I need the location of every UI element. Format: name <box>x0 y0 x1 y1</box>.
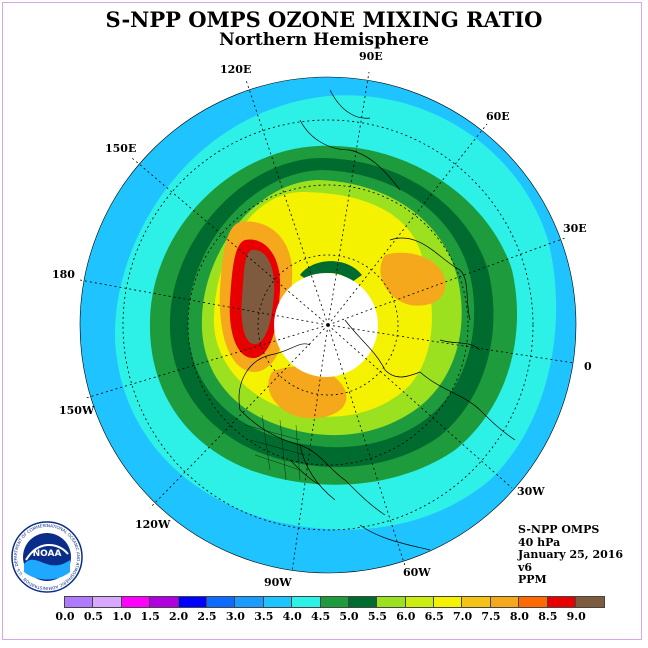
colorbar-tick-label: 7.5 <box>481 610 501 623</box>
colorbar-tick-label: 1.0 <box>112 610 132 623</box>
colorbar-tick-label: 3.0 <box>225 610 245 623</box>
colorbar-swatch <box>320 597 349 607</box>
lon-label-0: 0 <box>584 360 592 373</box>
lon-label-30e: 30E <box>563 222 587 235</box>
plot-frame <box>2 2 642 640</box>
colorbar-swatch <box>93 597 122 607</box>
colorbar-swatch <box>576 597 605 607</box>
colorbar-tick-label: 0.5 <box>83 610 103 623</box>
colorbar-swatch <box>462 597 491 607</box>
colorbar-swatch <box>206 597 236 607</box>
lon-label-120e: 120E <box>220 63 251 76</box>
coastlines <box>238 89 516 551</box>
noaa-logo: NOAA NATIONAL OCEANIC AND ATMOSPHERIC AD… <box>10 520 83 593</box>
colorbar-swatch <box>519 597 548 607</box>
ozone-band-orange-north <box>380 252 446 306</box>
lon-label-180: 180 <box>52 268 75 281</box>
lon-label-150w: 150W <box>59 404 95 417</box>
colorbar-swatch <box>263 597 293 607</box>
colorbar-tick-label: 5.0 <box>339 610 359 623</box>
colorbar-tick-label: 0.0 <box>55 610 75 623</box>
colorbar-swatch <box>405 597 435 607</box>
lon-label-150e: 150E <box>105 142 136 155</box>
colorbar-tick-label: 7.0 <box>453 610 473 623</box>
colorbar-swatch <box>178 597 207 607</box>
colorbar-tick-label: 8.5 <box>538 610 558 623</box>
colorbar-tick-label: 4.5 <box>311 610 331 623</box>
colorbar-tick-label: 8.0 <box>509 610 529 623</box>
colorbar-tick-label: 1.5 <box>140 610 160 623</box>
colorbar-tick-label: 6.5 <box>424 610 444 623</box>
ozone-band-brown <box>241 249 275 345</box>
longitude-labels: 90E 60E 30E 0 30W 60W 90W 120W 150W 180 … <box>52 50 592 589</box>
colorbar-tick-label: 3.5 <box>254 610 274 623</box>
colorbar-tick-label: 9.0 <box>566 610 586 623</box>
colorbar-swatch <box>547 597 577 607</box>
lon-label-90e: 90E <box>359 50 383 63</box>
map-title: S-NPP OMPS OZONE MIXING RATIO <box>105 7 543 32</box>
info-version: v6 <box>518 560 533 574</box>
colorbar-tick-label: 2.0 <box>169 610 189 623</box>
info-instrument: S-NPP OMPS <box>518 523 600 536</box>
map-info: S-NPP OMPS 40 hPa January 25, 2016 v6 PP… <box>518 523 624 587</box>
colorbar-tick-label: 4.0 <box>282 610 302 623</box>
info-date: January 25, 2016 <box>518 548 624 561</box>
info-units: PPM <box>518 573 547 586</box>
ozone-band-orange-south <box>268 366 347 419</box>
colorbar-swatch <box>235 597 264 607</box>
colorbar-swatch <box>348 597 378 607</box>
lon-label-90w: 90W <box>264 576 292 589</box>
colorbar-swatch <box>377 597 406 607</box>
colorbar-tick-label: 6.0 <box>396 610 416 623</box>
colorbar-swatch <box>65 597 94 607</box>
lon-label-60w: 60W <box>403 566 431 579</box>
colorbar <box>64 596 606 608</box>
lon-label-120w: 120W <box>135 518 171 531</box>
graticule <box>79 71 575 573</box>
colorbar-swatch <box>490 597 520 607</box>
colorbar-swatch <box>434 597 463 607</box>
colorbar-swatch <box>121 597 151 607</box>
state-borders <box>244 414 306 481</box>
noaa-logo-label: NOAA <box>33 549 62 559</box>
colorbar-swatch <box>292 597 321 607</box>
lon-label-30w: 30W <box>517 485 545 498</box>
lon-label-60e: 60E <box>486 110 510 123</box>
colorbar-tick-label: 2.5 <box>197 610 217 623</box>
colorbar-swatch <box>150 597 179 607</box>
map-subtitle: Northern Hemisphere <box>219 30 429 50</box>
colorbar-tick-label: 5.5 <box>367 610 387 623</box>
info-level: 40 hPa <box>518 535 561 549</box>
